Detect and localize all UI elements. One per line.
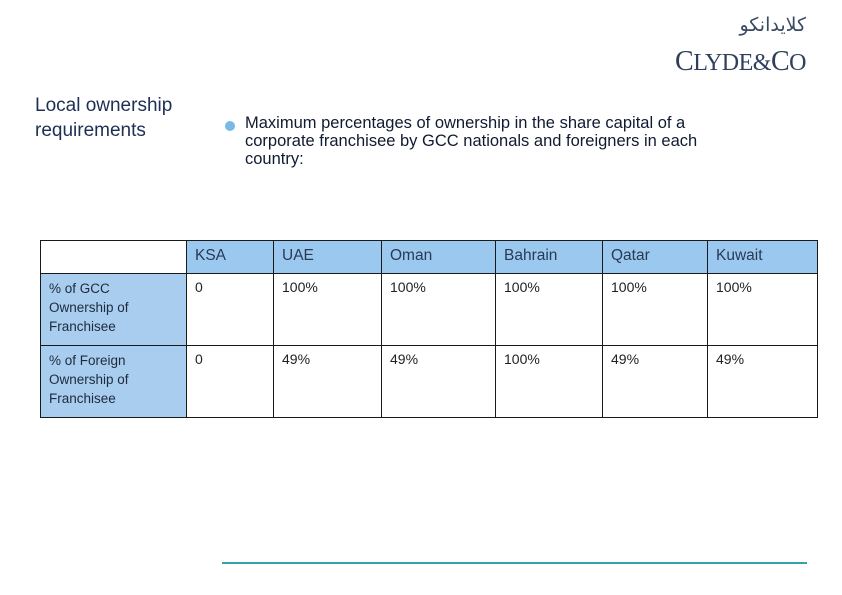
table-header-kuwait: Kuwait — [707, 240, 818, 274]
row-label-foreign: % of Foreign Ownership of Franchisee — [40, 345, 187, 418]
table-cell: 0 — [186, 345, 274, 418]
table-header-empty — [40, 240, 187, 274]
bullet-dot-icon — [225, 121, 235, 131]
table-cell: 100% — [273, 273, 382, 346]
table-cell: 100% — [707, 273, 818, 346]
table-cell: 0 — [186, 273, 274, 346]
table-header-ksa: KSA — [186, 240, 274, 274]
bullet-text: Maximum percentages of ownership in the … — [245, 114, 698, 168]
logo-arabic-text: كلايدانكو — [739, 14, 806, 36]
table-header-oman: Oman — [381, 240, 496, 274]
table-header-uae: UAE — [273, 240, 382, 274]
table-row: % of GCC Ownership of Franchisee 0 100% … — [40, 273, 818, 346]
clyde-co-logo: كلايدانكو CLYDE&CO — [656, 14, 806, 77]
footer-divider — [222, 562, 807, 564]
table-header-qatar: Qatar — [602, 240, 708, 274]
table-cell: 49% — [707, 345, 818, 418]
table-cell: 100% — [495, 345, 603, 418]
row-label-gcc: % of GCC Ownership of Franchisee — [40, 273, 187, 346]
table-header-row: KSA UAE Oman Bahrain Qatar Kuwait — [40, 240, 818, 274]
table-cell: 100% — [381, 273, 496, 346]
table-cell: 100% — [602, 273, 708, 346]
section-title: Local ownership requirements — [35, 95, 173, 141]
table-cell: 49% — [273, 345, 382, 418]
table-cell: 49% — [381, 345, 496, 418]
table-row: % of Foreign Ownership of Franchisee 0 4… — [40, 345, 818, 418]
table-header-bahrain: Bahrain — [495, 240, 603, 274]
ownership-table: KSA UAE Oman Bahrain Qatar Kuwait % of G… — [40, 240, 818, 418]
logo-wordmark: CLYDE&CO — [675, 46, 806, 77]
table-cell: 100% — [495, 273, 603, 346]
table-cell: 49% — [602, 345, 708, 418]
